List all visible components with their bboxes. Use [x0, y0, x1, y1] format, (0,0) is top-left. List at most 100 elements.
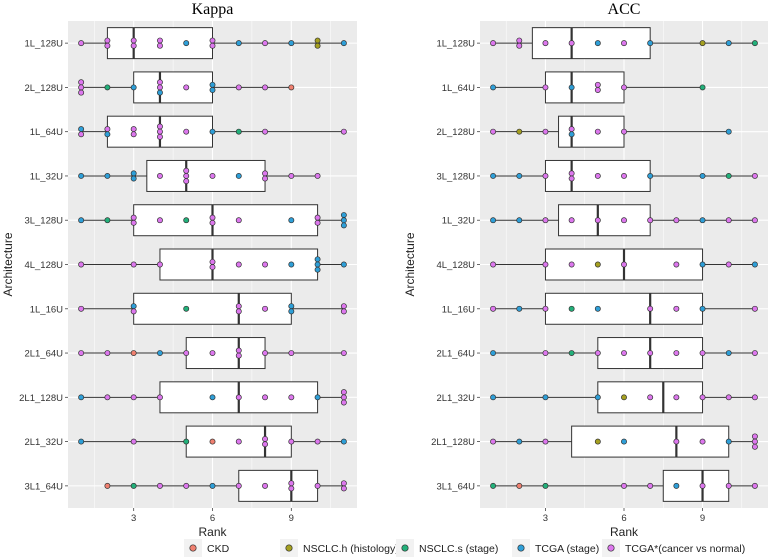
- data-point: [568, 175, 575, 182]
- data-point: [542, 350, 549, 356]
- y-tick-label: 4L_128U: [24, 260, 63, 271]
- data-point: [235, 128, 242, 135]
- data-point: [78, 438, 85, 445]
- data-point: [235, 173, 242, 179]
- data-point: [157, 482, 163, 489]
- x-tick-label: 9: [700, 513, 705, 524]
- y-tick-label: 2L1_128U: [19, 393, 63, 404]
- data-point: [699, 438, 706, 445]
- data-point: [130, 84, 137, 91]
- data-point: [568, 217, 575, 224]
- data-point: [340, 128, 347, 135]
- data-point: [751, 40, 758, 47]
- data-point: [78, 173, 85, 179]
- data-point: [594, 87, 601, 93]
- data-point: [183, 128, 190, 135]
- data-point: [209, 482, 216, 489]
- data-point: [340, 438, 347, 445]
- data-point: [288, 217, 295, 224]
- data-point: [673, 394, 680, 401]
- data-point: [183, 167, 190, 174]
- data-point: [130, 350, 137, 356]
- data-point: [490, 350, 497, 356]
- data-point: [594, 217, 601, 224]
- data-point: [130, 170, 137, 177]
- legend-label: CKD: [207, 543, 230, 555]
- data-point: [130, 131, 137, 138]
- legend-swatch: [607, 544, 615, 552]
- data-point: [235, 303, 242, 310]
- data-point: [262, 482, 268, 489]
- data-point: [673, 438, 680, 445]
- data-point: [673, 482, 680, 489]
- data-point: [699, 482, 706, 489]
- box-body: [238, 469, 319, 502]
- data-point: [157, 133, 163, 140]
- data-point: [340, 399, 347, 406]
- data-point: [340, 350, 347, 356]
- y-tick-label: 3L1_64U: [436, 481, 475, 492]
- data-point: [288, 261, 295, 268]
- data-point: [78, 131, 85, 138]
- y-tick-label: 4L_128U: [436, 260, 475, 271]
- data-point: [490, 482, 497, 489]
- legend-item: TCGA (stage): [512, 539, 599, 557]
- data-point: [594, 128, 601, 135]
- data-point: [699, 261, 706, 268]
- data-point: [751, 350, 758, 356]
- data-point: [673, 217, 680, 224]
- y-tick-label: 3L1_64U: [24, 481, 63, 492]
- y-tick-label: 1L_16U: [442, 304, 475, 315]
- data-point: [725, 173, 732, 179]
- data-point: [288, 394, 295, 401]
- data-point: [568, 170, 575, 177]
- data-point: [594, 261, 601, 268]
- y-tick-label: 2L1_128U: [431, 437, 475, 448]
- data-point: [490, 217, 497, 224]
- data-point: [157, 37, 163, 44]
- y-tick-label: 1L_32U: [30, 171, 63, 182]
- data-point: [647, 40, 654, 47]
- data-point: [262, 305, 268, 312]
- data-point: [516, 482, 523, 489]
- data-point: [314, 173, 321, 179]
- y-axis-label: Architecture: [403, 232, 417, 296]
- data-point: [621, 173, 627, 179]
- data-point: [104, 37, 111, 44]
- data-point: [157, 173, 163, 179]
- chart-panel-1: 1L_128U 1L_64U 2L_128U 3L_128U 1L_32U 4L_128U…: [403, 1, 768, 539]
- data-point: [104, 350, 111, 356]
- data-point: [542, 217, 549, 224]
- data-point: [288, 173, 295, 179]
- data-point: [340, 222, 347, 229]
- legend-item: NSCLC.s (stage): [396, 539, 498, 557]
- box-3L_128U: [81, 204, 344, 237]
- data-point: [157, 84, 163, 91]
- data-point: [157, 128, 163, 135]
- data-point: [568, 84, 575, 91]
- data-point: [262, 394, 268, 401]
- data-point: [314, 256, 321, 263]
- data-point: [157, 123, 163, 130]
- data-point: [490, 84, 497, 91]
- data-point: [621, 261, 627, 268]
- x-axis-label: Rank: [610, 525, 639, 539]
- data-point: [209, 42, 216, 49]
- data-point: [78, 84, 85, 91]
- data-point: [673, 261, 680, 268]
- data-point: [340, 394, 347, 401]
- data-point: [594, 438, 601, 445]
- data-point: [594, 81, 601, 88]
- data-point: [130, 303, 137, 310]
- y-tick-label: 1L_128U: [436, 39, 475, 50]
- data-point: [621, 394, 627, 401]
- data-point: [594, 173, 601, 179]
- data-point: [209, 219, 216, 226]
- data-point: [157, 261, 163, 268]
- data-point: [699, 173, 706, 179]
- data-point: [340, 480, 347, 487]
- data-point: [157, 79, 163, 86]
- data-point: [516, 42, 523, 49]
- data-point: [699, 394, 706, 401]
- data-point: [516, 438, 523, 445]
